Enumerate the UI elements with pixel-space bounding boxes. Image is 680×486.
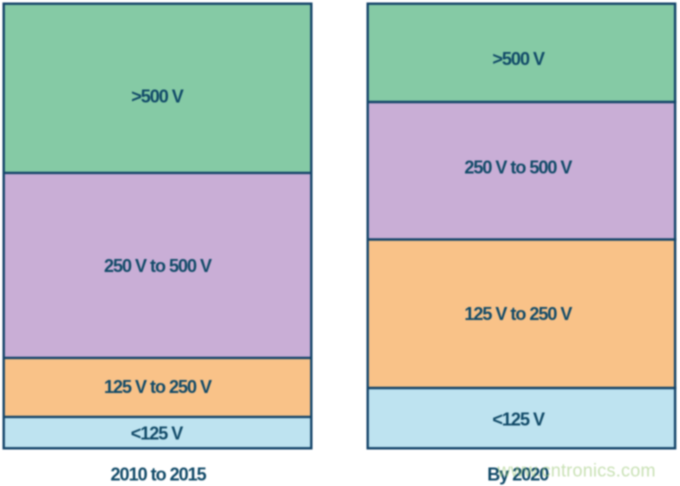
svg-text:250 V to 500 V: 250 V to 500 V [464,158,572,178]
svg-text:>500 V: >500 V [131,86,184,106]
svg-text:250 V to 500 V: 250 V to 500 V [104,256,212,276]
svg-text:www.cntronics.com: www.cntronics.com [497,461,656,481]
svg-text:<125 V: <125 V [131,424,184,444]
svg-text:<125 V: <125 V [492,410,545,430]
svg-text:>500 V: >500 V [492,49,545,69]
svg-text:By 2020: By 2020 [487,464,549,484]
svg-text:125 V to 250 V: 125 V to 250 V [464,304,572,324]
svg-text:125 V to 250 V: 125 V to 250 V [104,377,212,397]
svg-text:2010 to 2015: 2010 to 2015 [111,465,207,485]
